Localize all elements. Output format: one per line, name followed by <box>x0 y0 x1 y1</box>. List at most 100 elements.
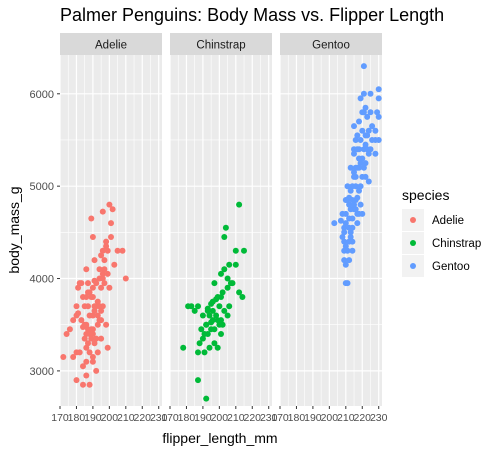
data-point <box>339 234 346 240</box>
data-point <box>341 257 348 264</box>
x-tick-label: 170 <box>161 412 179 424</box>
facet-strip-label: Adelie <box>95 40 127 52</box>
data-point <box>229 280 236 287</box>
data-point <box>96 266 103 273</box>
data-point <box>375 137 382 143</box>
data-point <box>198 326 205 333</box>
data-point <box>73 303 80 310</box>
data-point <box>375 113 382 120</box>
x-tick-label: 180 <box>68 412 86 424</box>
data-point <box>98 284 105 291</box>
data-point <box>108 220 114 227</box>
data-point <box>221 266 228 273</box>
data-point <box>351 123 357 130</box>
data-point <box>94 298 101 305</box>
x-tick-label: 220 <box>133 412 151 424</box>
data-point <box>369 123 376 130</box>
data-point <box>364 132 371 139</box>
x-tick-label: 230 <box>260 412 278 424</box>
data-point <box>342 197 349 203</box>
data-point <box>357 183 364 190</box>
data-point <box>83 321 90 328</box>
data-point <box>359 127 366 134</box>
data-point <box>206 312 213 319</box>
data-point <box>222 224 229 231</box>
facet-strip-label: Chinstrap <box>196 40 245 52</box>
data-point <box>341 238 348 245</box>
data-point <box>93 367 100 374</box>
data-point <box>375 86 382 93</box>
data-point <box>347 164 354 171</box>
data-point <box>354 132 361 139</box>
data-point <box>93 280 100 287</box>
data-point <box>89 312 96 319</box>
data-point <box>98 335 105 342</box>
data-point <box>360 63 367 70</box>
data-point <box>76 349 83 356</box>
data-point <box>342 243 349 250</box>
data-point <box>369 137 376 143</box>
data-point <box>91 307 98 314</box>
data-point <box>357 95 364 102</box>
data-point <box>221 234 228 240</box>
data-point <box>201 349 208 356</box>
data-point <box>362 173 369 180</box>
legend-label: Adelie <box>432 215 464 227</box>
data-point <box>367 90 374 97</box>
data-point <box>356 187 362 194</box>
data-point <box>365 150 372 157</box>
x-tick-label: 220 <box>243 412 261 424</box>
y-axis-title: body_mass_g <box>6 186 22 273</box>
data-point <box>374 109 381 116</box>
data-point <box>352 173 359 180</box>
data-point <box>99 247 106 254</box>
x-tick-label: 170 <box>271 412 289 424</box>
data-point <box>347 229 354 236</box>
data-point <box>241 247 247 254</box>
data-point <box>344 183 351 190</box>
data-point <box>70 317 77 324</box>
data-point <box>359 210 366 217</box>
data-point <box>344 280 351 287</box>
data-point <box>232 247 239 254</box>
data-point <box>349 224 356 231</box>
data-point <box>356 146 362 153</box>
data-point <box>232 261 239 268</box>
data-point <box>104 247 111 254</box>
data-point <box>226 303 233 310</box>
data-point <box>211 326 218 333</box>
data-point <box>360 109 367 116</box>
data-point <box>101 280 108 287</box>
data-point <box>352 206 359 213</box>
data-point <box>96 317 103 324</box>
data-point <box>81 335 88 342</box>
data-point <box>219 289 226 296</box>
y-tick-label: 4000 <box>30 274 54 286</box>
legend-title: species <box>402 187 449 203</box>
data-point <box>337 217 344 224</box>
facet-strip-label: Gentoo <box>312 40 350 52</box>
data-point <box>196 340 203 347</box>
data-point <box>180 344 187 351</box>
data-point <box>188 303 195 310</box>
data-point <box>218 270 224 277</box>
data-point <box>80 381 86 388</box>
data-point <box>224 275 231 282</box>
data-point <box>89 326 96 333</box>
data-point <box>346 257 353 264</box>
data-point <box>103 321 110 328</box>
data-point <box>85 340 91 347</box>
x-tick-label: 200 <box>211 412 229 424</box>
y-axis: 3000 4000 5000 6000 <box>30 89 60 378</box>
x-tick-label: 190 <box>84 412 102 424</box>
data-point <box>365 178 372 185</box>
data-point <box>94 349 101 356</box>
data-point <box>66 326 73 333</box>
data-point <box>342 210 349 217</box>
data-point <box>63 331 70 337</box>
data-point <box>214 344 221 351</box>
data-point <box>91 340 98 347</box>
data-point <box>375 95 382 102</box>
